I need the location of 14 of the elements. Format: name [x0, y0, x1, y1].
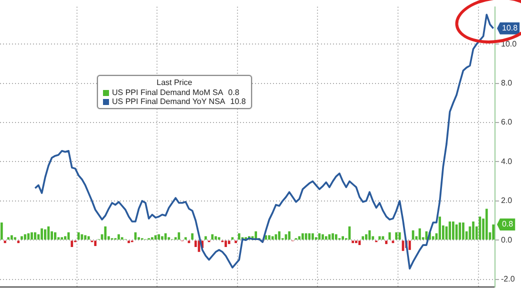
- y-tick-label: 10.0: [501, 39, 518, 48]
- y-tick-label: 8.0: [501, 78, 513, 88]
- legend-title: Last Price: [156, 78, 194, 87]
- text: 10.8: [230, 97, 246, 106]
- y-tick-label: 2.0: [501, 196, 513, 206]
- annotation: 10.8: [502, 24, 518, 33]
- y-tick-label: 0.0: [501, 235, 513, 244]
- y-tick-label: -2.0: [501, 274, 516, 284]
- y-tick-label: 6.0: [501, 118, 513, 127]
- annotation: 0.8: [502, 220, 514, 229]
- text: 0.8: [228, 88, 240, 97]
- legend-label: US PPI Final Demand YoY NSA: [112, 97, 226, 106]
- legend-label: US PPI Final Demand MoM SA: [112, 88, 224, 97]
- y-tick-label: 4.0: [501, 156, 513, 166]
